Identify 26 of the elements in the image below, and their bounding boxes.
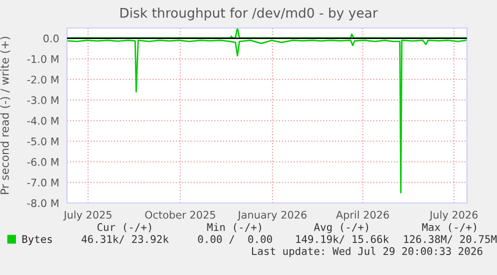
text: Max (-/+): [422, 223, 476, 232]
y-tick-label: -2.0 M: [27, 76, 58, 84]
text: 0.00 / 0.00: [198, 235, 272, 244]
y-tick-label: 0.0: [43, 34, 59, 42]
y-tick-label: -8.0 M: [27, 199, 58, 208]
legend-label: Bytes: [22, 235, 52, 246]
x-tick-label: October 2025: [145, 210, 216, 219]
text: Min (-/+): [207, 222, 262, 232]
x-tick-label: July 2026: [429, 210, 478, 221]
y-tick-label: -3.0 M: [27, 96, 58, 104]
y-tick-label: -1.0 M: [27, 55, 58, 63]
y-tick-label: -6.0 M: [27, 158, 58, 166]
text: 149.19k/ 15.66k: [296, 234, 389, 244]
x-tick-label: January 2026: [237, 210, 307, 221]
y-tick-label: -7.0 M: [27, 178, 58, 187]
y-tick-label: -4.0 M: [27, 116, 58, 125]
x-tick-label: July 2025: [63, 210, 112, 221]
y-axis-title: Pr second read (-) / write (+): [0, 36, 10, 194]
text: 46.31k/ 23.92k: [82, 234, 169, 244]
text: Avg (-/+): [314, 222, 368, 234]
text: Cur (-/+): [97, 223, 152, 232]
y-tick-label: -5.0 M: [27, 137, 58, 146]
text: 126.38M/ 20.75M: [404, 235, 497, 244]
text: Last update: Wed Jul 29 20:00:33 2026: [252, 246, 482, 258]
x-tick-label: April 2026: [336, 210, 389, 221]
chart-title: Disk throughput for /dev/md0 - by year: [120, 8, 378, 20]
